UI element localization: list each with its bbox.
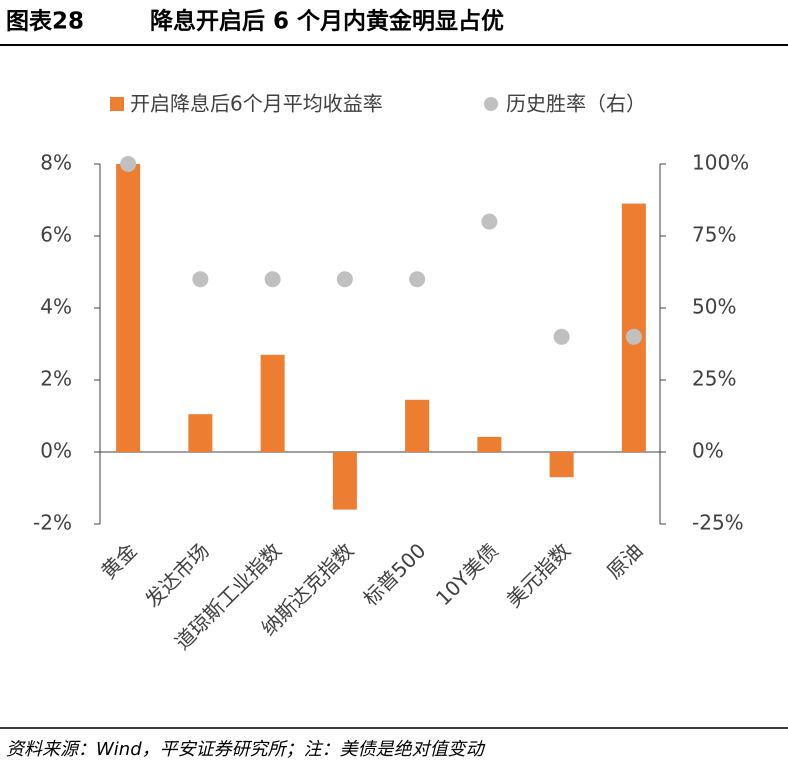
- bar: [116, 164, 141, 452]
- y2-tick-label: 75%: [692, 223, 736, 247]
- legend-label: 开启降息后6个月平均收益率: [130, 92, 383, 116]
- y-tick-label: 4%: [40, 295, 72, 319]
- figure-label: 图表28: [6, 9, 84, 35]
- bar: [621, 203, 646, 452]
- x-tick-label: 原油: [602, 538, 647, 583]
- win-rate-dot: [336, 271, 353, 288]
- y2-tick-label: 25%: [692, 367, 736, 391]
- win-rate-dot: [409, 271, 426, 288]
- win-rate-dot: [192, 271, 209, 288]
- bar: [188, 414, 213, 452]
- y-tick-label: 2%: [40, 367, 72, 391]
- bar: [477, 436, 502, 452]
- y2-tick-label: -25%: [692, 511, 744, 535]
- y2-tick-label: 50%: [692, 295, 736, 319]
- bar: [405, 399, 430, 452]
- legend-swatch: [110, 97, 124, 111]
- win-rate-dot: [625, 328, 642, 345]
- y-tick-label: 6%: [40, 223, 72, 247]
- bar: [332, 452, 357, 510]
- bar: [260, 354, 285, 452]
- y-tick-label: -2%: [33, 511, 72, 535]
- bar: [549, 452, 574, 478]
- x-tick-label: 标普500: [358, 538, 430, 610]
- y2-tick-label: 0%: [692, 439, 724, 463]
- y-tick-label: 8%: [40, 151, 72, 175]
- y-tick-label: 0%: [40, 439, 72, 463]
- x-tick-label: 10Y美债: [431, 538, 503, 610]
- win-rate-dot: [264, 271, 281, 288]
- legend-label: 历史胜率（右）: [506, 92, 646, 116]
- y2-tick-label: 100%: [692, 151, 749, 175]
- x-tick-label: 黄金: [96, 538, 141, 583]
- win-rate-dot: [481, 213, 498, 230]
- x-tick-label: 美元指数: [502, 538, 576, 612]
- win-rate-dot: [120, 156, 137, 172]
- chart-title: 降息开启后 6 个月内黄金明显占优: [150, 8, 504, 35]
- legend-swatch: [484, 97, 498, 111]
- source-note: 资料来源：Wind，平安证券研究所；注：美债是绝对值变动: [6, 739, 486, 760]
- win-rate-dot: [553, 328, 570, 345]
- x-tick-label: 发达市场: [140, 538, 214, 612]
